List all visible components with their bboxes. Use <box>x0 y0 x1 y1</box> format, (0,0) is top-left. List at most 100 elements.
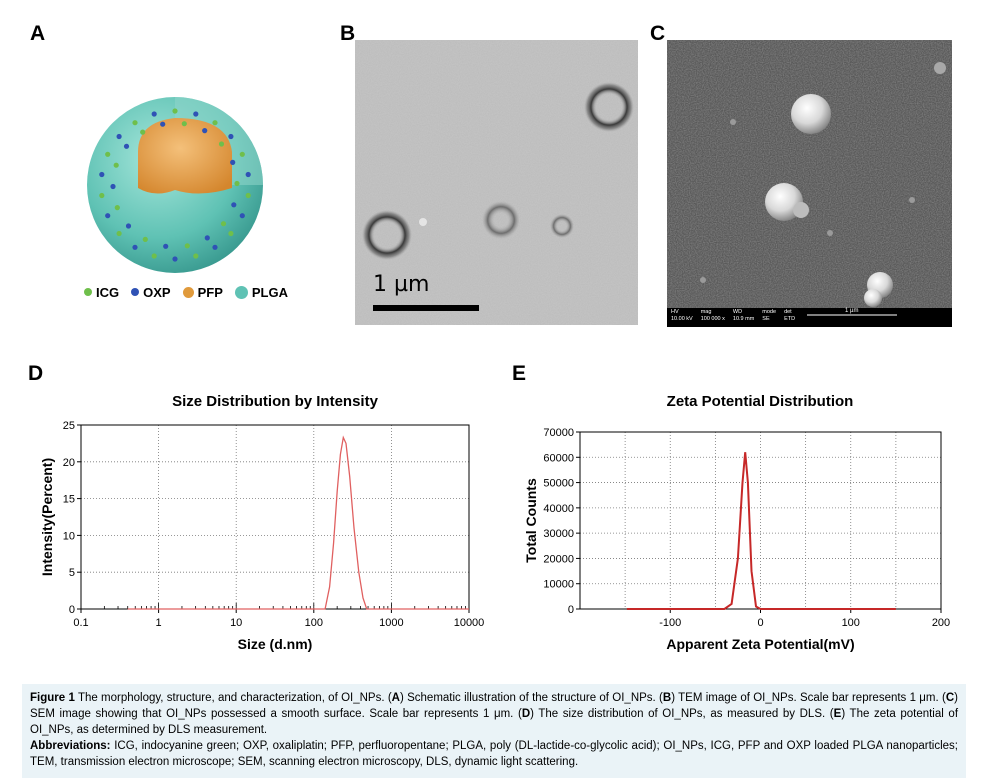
sem-info-value: ETD <box>784 316 796 322</box>
y-tick-label: 70000 <box>543 427 574 439</box>
oxp-dot <box>110 183 116 190</box>
x-tick-label: 100 <box>842 617 860 629</box>
oxp-dot <box>163 243 169 249</box>
sem-image: HV 10.00 kV mag 100 000 x WD 10.9 mm mode SE… <box>667 40 952 327</box>
caption-text: ) Schematic illustration of the structur… <box>399 692 663 704</box>
y-axis-label: Total Counts <box>523 478 539 563</box>
x-tick-label: 10000 <box>454 617 485 629</box>
x-tick-label: 1000 <box>379 617 403 629</box>
caption-text: The morphology, structure, and character… <box>74 692 392 704</box>
caption-panel-ref: E <box>833 708 842 720</box>
y-axis-label: Intensity(Percent) <box>39 458 55 576</box>
caption-text: ) The zeta potential of OI_NPs, as deter… <box>30 708 959 736</box>
y-tick-label: 0 <box>568 604 574 616</box>
caption-figure-label: Figure 1 <box>30 692 75 704</box>
sem-info-value: 100 000 x <box>700 316 725 322</box>
x-tick-label: 1 <box>156 617 162 629</box>
x-axis-label: Size (d.nm) <box>238 636 313 652</box>
tem-particle <box>584 82 634 132</box>
sem-info-value: 10.00 kV <box>671 316 693 322</box>
y-tick-label: 20 <box>63 457 75 469</box>
oxp-dot <box>132 244 138 250</box>
y-tick-label: 60000 <box>543 452 574 464</box>
zeta-potential-chart: -100 0 100 200 0 10000 20000 30000 40000 50000 600… <box>523 427 950 652</box>
oxp-dot <box>116 133 122 140</box>
x-tick-label: 100 <box>305 617 323 629</box>
icg-dot <box>114 205 120 211</box>
nanoparticle-schematic <box>87 97 263 273</box>
icg-dot <box>105 151 111 157</box>
oxp-dot <box>123 143 130 149</box>
caption-abbreviations: Abbreviations: ICG, indocyanine green; O… <box>30 738 958 770</box>
icg-dot <box>132 120 138 126</box>
sem-particle <box>827 230 833 236</box>
icg-dot <box>245 192 251 199</box>
icg-dot <box>172 108 178 114</box>
sem-info-bar <box>667 308 952 327</box>
tem-particle <box>550 214 574 238</box>
sem-particle <box>864 289 882 307</box>
sem-info-header: WD <box>732 309 743 315</box>
y-tick-label: 30000 <box>543 528 574 540</box>
sem-particle <box>793 202 809 218</box>
caption-panel-ref: B <box>662 692 672 704</box>
panel-label-e: E <box>512 362 527 385</box>
sem-info-value: 10.9 mm <box>732 316 755 322</box>
legend-item-oxp: OXP <box>131 285 171 300</box>
caption-text: ) TEM image of OI_NPs. Scale bar represe… <box>671 692 946 704</box>
icg-dot-icon <box>84 288 92 296</box>
icg-dot <box>142 236 148 242</box>
data-line <box>626 452 896 610</box>
tem-image: 1 µm <box>355 40 638 325</box>
y-tick-label: 15 <box>63 494 75 506</box>
sem-info-col: HV 10.00 kV <box>671 309 693 323</box>
icg-dot <box>184 243 190 249</box>
y-tick-label: 40000 <box>543 503 574 515</box>
x-tick-label: 0.1 <box>73 617 88 629</box>
tem-scale-bar <box>373 305 479 311</box>
pfp-dot-icon <box>182 286 194 298</box>
y-tick-label: 50000 <box>543 478 574 490</box>
oxp-dot <box>245 171 251 178</box>
panel-label-a: A <box>30 22 46 45</box>
icg-dot <box>113 162 119 168</box>
oxp-dot <box>160 121 166 127</box>
y-tick-label: 10000 <box>543 579 574 591</box>
panel-label-d: D <box>28 362 44 385</box>
sem-info-col: WD 10.9 mm <box>733 309 754 323</box>
x-tick-label: -100 <box>659 617 681 629</box>
sem-particle <box>791 94 831 134</box>
sem-particle <box>909 197 915 203</box>
panel-label-b: B <box>340 22 356 45</box>
plot-frame <box>80 424 470 610</box>
caption-text: ) The size distribution of OI_NPs, as me… <box>530 708 834 720</box>
tem-particle <box>362 210 412 260</box>
x-tick-label: 10 <box>230 617 242 629</box>
legend-item-pfp: PFP <box>182 284 223 300</box>
sem-info-col: mode SE <box>762 309 776 323</box>
caption-text: ) SEM image showing that OI_NPs possesse… <box>30 692 958 720</box>
sem-info-table: HV 10.00 kV mag 100 000 x WD 10.9 mm mode SE… <box>671 309 795 323</box>
x-axis-label: Apparent Zeta Potential(mV) <box>666 636 854 652</box>
legend-item-plga: PLGA <box>234 285 288 300</box>
legend-label: ICG <box>96 284 120 300</box>
y-tick-label: 20000 <box>543 553 574 565</box>
oxp-dot <box>105 213 111 219</box>
sem-info-header: det <box>784 309 792 315</box>
oxp-dot-icon <box>131 288 140 296</box>
sem-info-header: HV <box>671 309 679 315</box>
caption-panel-ref: A <box>391 692 400 704</box>
chart-e-title: Zeta Potential Distribution <box>666 393 854 410</box>
icg-dot <box>212 120 218 126</box>
legend-label: PFP <box>197 284 223 300</box>
figure-caption: Figure 1 The morphology, structure, and … <box>22 684 966 778</box>
icg-dot <box>151 253 157 259</box>
icg-dot <box>181 121 187 127</box>
schematic-legend: ICG OXP PFP PLGA <box>84 282 314 302</box>
oxp-dot <box>239 213 245 219</box>
caption-panel-ref: C <box>945 692 955 704</box>
y-tick-label: 5 <box>69 567 75 579</box>
tem-particle <box>419 218 427 226</box>
sem-info-col: mag 100 000 x <box>701 309 725 323</box>
oxp-dot <box>99 171 105 178</box>
